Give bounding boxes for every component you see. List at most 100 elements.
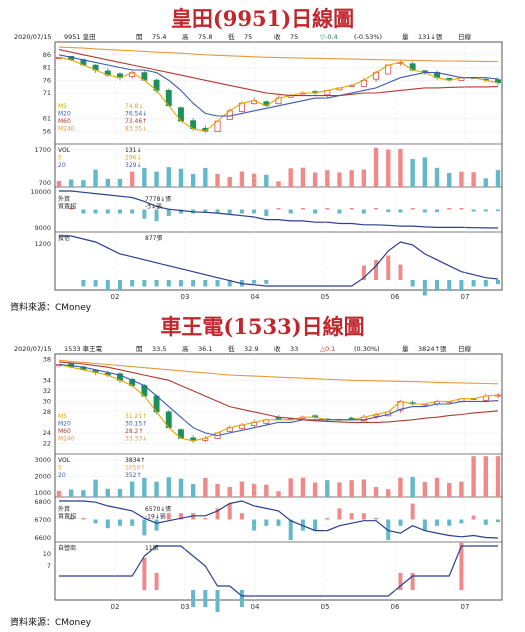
volume-bar	[227, 177, 232, 187]
volume-bar	[203, 167, 208, 187]
header-field: 量	[402, 345, 409, 353]
net-buy-bar	[496, 209, 500, 212]
header-field: 開	[136, 33, 143, 41]
header-stock: 1533 車王電	[64, 344, 103, 353]
volume-legend-value: 352↑	[125, 472, 141, 479]
ma-legend-value: 76.54↓	[125, 111, 147, 118]
foreign-holding-line	[59, 190, 499, 229]
net-buy-bar	[264, 519, 269, 526]
volume-bar	[190, 173, 196, 187]
net-buy-bar	[471, 515, 476, 520]
volume-bar	[459, 171, 464, 187]
volume-bar	[142, 167, 147, 187]
ma-legend-label: M240	[58, 126, 75, 133]
header-field: 75	[290, 33, 298, 41]
volume-legend-value: 3834↑	[125, 457, 145, 464]
header-field: 75.8	[198, 33, 212, 41]
header-field: 低	[228, 344, 235, 353]
net-buy-bar	[349, 208, 354, 210]
net-buy-bar	[410, 208, 415, 210]
volume-bar	[81, 490, 86, 497]
net-buy-bar	[361, 513, 366, 520]
trust-holding-line	[59, 235, 499, 287]
volume-tick-label: 1700	[34, 146, 51, 154]
header-field: (-0.53%)	[354, 33, 382, 41]
ma-legend-value: 73.46↑	[125, 118, 147, 125]
header-field: 32.9	[244, 345, 258, 353]
net-buy-bar	[239, 209, 244, 214]
net-buy-bar	[154, 519, 159, 531]
foreign-tick-label: 6700	[34, 516, 51, 524]
trust-net-bar	[435, 280, 440, 291]
net-buy-bar	[142, 519, 147, 536]
volume-bar	[166, 477, 171, 497]
price-tick-label: 76	[43, 76, 51, 84]
trust-net-bar	[239, 590, 244, 608]
volume-bar	[117, 179, 123, 187]
volume-bar	[471, 172, 476, 187]
trust-net-bar	[105, 280, 110, 291]
volume-legend-label: 5	[58, 465, 62, 472]
net-buy-bar	[325, 208, 330, 210]
volume-legend-label: VOL	[58, 457, 71, 464]
header-field: 開	[136, 345, 143, 353]
foreign-tick-label: 10000	[30, 188, 51, 196]
volume-bar	[142, 477, 147, 497]
x-tick-label: 04	[251, 293, 260, 300]
header-field: 33.5	[152, 345, 166, 353]
trust-legend-label: 自營商	[58, 544, 76, 552]
ma-line-m60	[58, 49, 499, 97]
net-buy-bar	[313, 209, 318, 214]
price-tick-label: 81	[43, 64, 51, 72]
price-tick-label: 28	[43, 408, 51, 416]
trust-net-bar	[410, 572, 415, 590]
volume-bar	[288, 478, 293, 497]
x-tick-label: 07	[461, 603, 470, 611]
volume-bar	[495, 456, 501, 497]
ma-legend-value: 31.21↑	[125, 413, 147, 420]
net-buy-bar	[166, 209, 171, 217]
volume-bar	[203, 477, 208, 497]
trust-net-bar	[496, 280, 500, 285]
volume-legend-value: 296↓	[125, 155, 141, 162]
header-field: 高	[182, 32, 189, 41]
volume-bar	[190, 483, 196, 497]
net-buy-bar	[142, 209, 147, 219]
net-buy-bar	[178, 209, 183, 214]
trust-tick-label: 7	[47, 562, 51, 570]
chart-title-1533: 車王電(1533)日線圖	[160, 314, 365, 339]
x-tick-label: 05	[321, 603, 330, 611]
net-buy-bar	[178, 513, 183, 520]
net-buy-bar	[69, 208, 74, 210]
trust-net-bar	[471, 280, 476, 287]
volume-bar	[264, 174, 269, 187]
trust-net-bar	[191, 280, 196, 287]
net-buy-bar	[227, 209, 232, 214]
volume-bar	[81, 180, 86, 187]
volume-bar	[373, 487, 379, 497]
volume-bar	[483, 178, 489, 187]
ma-legend-value: 30.15↑	[125, 421, 147, 428]
volume-bar	[276, 181, 281, 187]
volume-bar	[386, 149, 391, 187]
net-buy-bar	[276, 208, 281, 210]
trust-net-bar	[374, 260, 379, 280]
net-buy-bar	[349, 513, 354, 520]
volume-bar	[337, 172, 342, 187]
net-buy-bar	[93, 519, 98, 524]
price-tick-label: 71	[43, 89, 51, 97]
foreign-tick-label: 6800	[34, 498, 51, 506]
header-field: △0.1	[320, 345, 335, 353]
foreign-legend-label: 外資	[58, 195, 70, 203]
header-field: 131↓張	[418, 33, 443, 41]
net-buy-bar	[435, 209, 440, 213]
volume-bar	[398, 148, 403, 187]
price-tick-label: 34	[43, 376, 51, 384]
volume-bar	[325, 170, 330, 187]
x-tick-label: 07	[461, 293, 470, 300]
volume-bar	[264, 484, 269, 497]
volume-bar	[373, 147, 379, 187]
trust-net-bar	[459, 280, 464, 291]
volume-bar	[68, 489, 74, 497]
volume-bar	[105, 178, 110, 187]
